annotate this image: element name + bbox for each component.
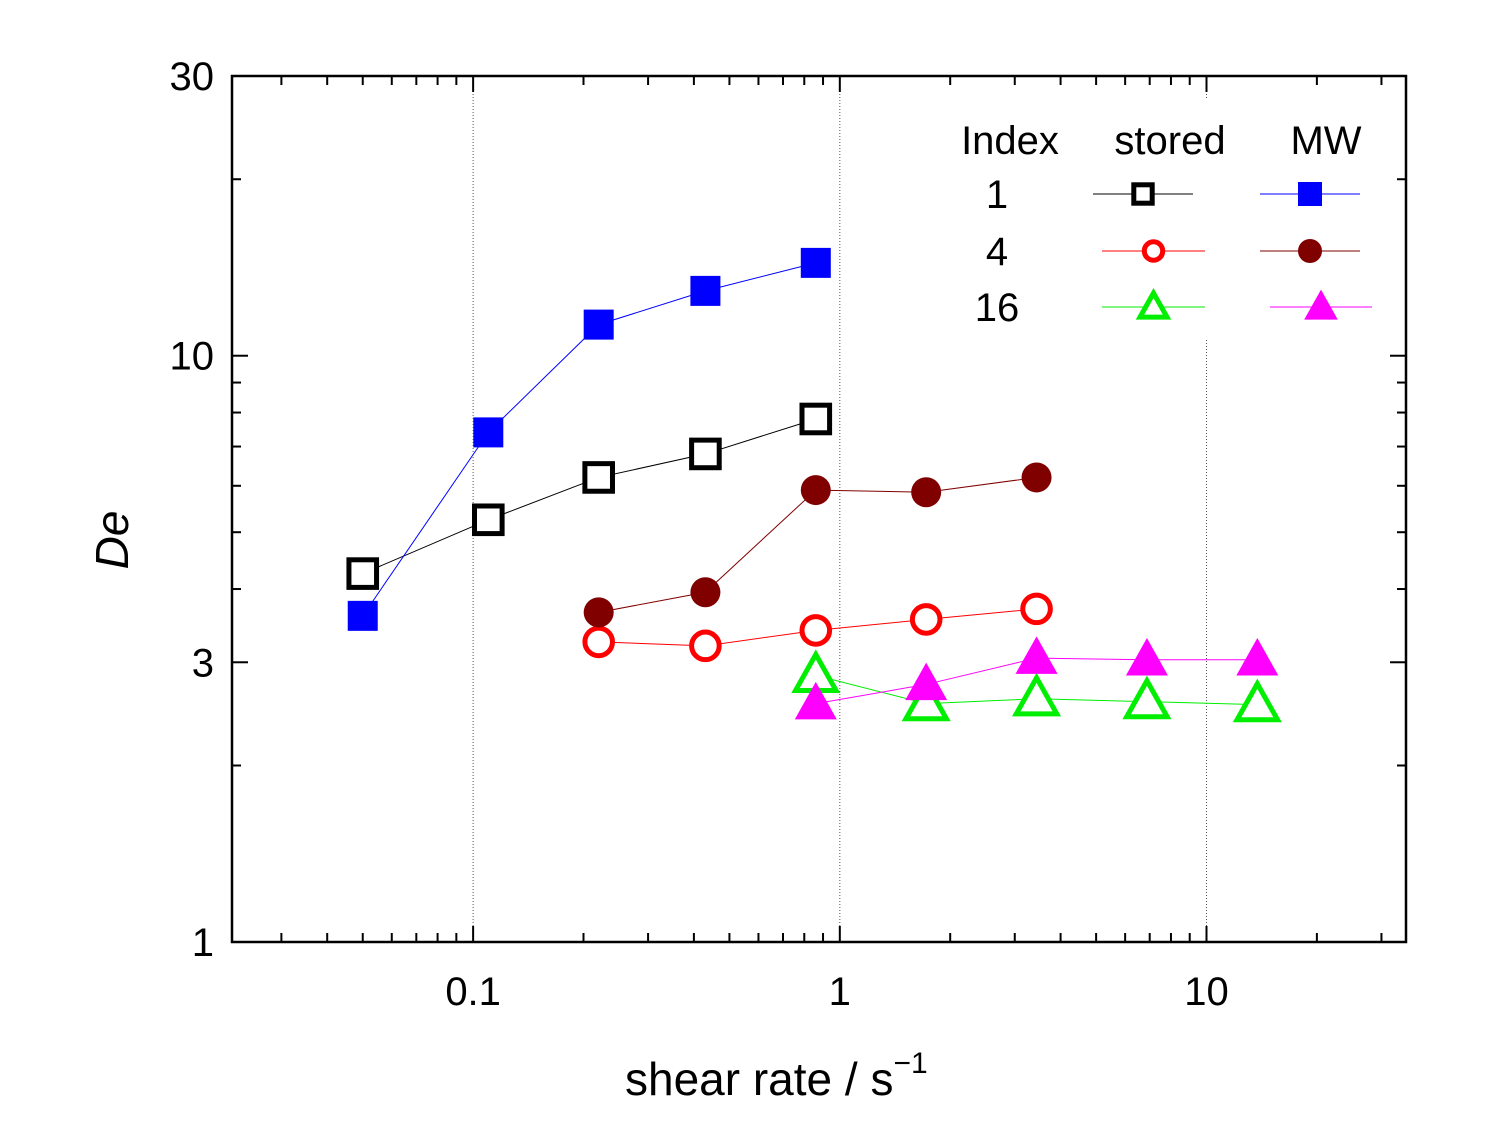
- series-4-stored: [582, 592, 1053, 663]
- plot-frame: [230, 74, 1408, 944]
- series-4-MW: [583, 462, 1052, 628]
- legend-marker: [1131, 182, 1155, 206]
- legend-header: Index: [961, 119, 1059, 163]
- y-tick-label: 1: [192, 921, 214, 965]
- x-tick-label: 0.1: [445, 970, 501, 1014]
- series-group: [346, 247, 1282, 723]
- y-tick-labels: 1 3 10 30: [170, 55, 215, 965]
- legend-marker: [1304, 289, 1338, 320]
- data-point: [1020, 592, 1053, 626]
- data-point: [901, 677, 951, 722]
- data-point: [1021, 462, 1052, 493]
- x-axis-title-main: shear rate / s: [625, 1053, 893, 1105]
- x-tick-labels: 0.1 1 10: [445, 970, 1228, 1014]
- y-axis-title: De: [86, 511, 138, 570]
- data-point: [799, 614, 833, 647]
- data-point: [690, 275, 721, 306]
- data-point: [800, 475, 831, 506]
- legend-marker: [1298, 182, 1322, 206]
- legend-header: stored: [1114, 119, 1225, 163]
- x-tick-label: 10: [1184, 970, 1229, 1014]
- y-tick-label: 10: [170, 335, 215, 379]
- data-point: [1125, 637, 1168, 676]
- y-tick-label: 30: [170, 55, 215, 99]
- x-tick-label: 1: [829, 970, 851, 1014]
- data-point: [689, 629, 722, 663]
- series-16-MW: [794, 636, 1279, 720]
- x-axis-title: shear rate / s−1: [625, 1047, 928, 1105]
- legend-marker: [1135, 287, 1172, 320]
- data-point: [582, 461, 615, 494]
- data-point: [800, 247, 831, 278]
- legend-marker: [1141, 239, 1166, 263]
- series-1-stored: [346, 402, 833, 590]
- legend-row-label: 4: [986, 230, 1008, 274]
- data-point: [1015, 636, 1058, 674]
- data-point: [1012, 672, 1062, 717]
- data-point: [689, 437, 722, 471]
- data-point: [1232, 678, 1282, 723]
- legend-header: MW: [1290, 119, 1361, 163]
- data-point: [911, 477, 942, 508]
- data-point: [583, 597, 614, 628]
- data-point: [583, 309, 614, 340]
- data-point: [794, 681, 837, 720]
- data-point: [347, 600, 378, 631]
- data-point: [346, 557, 380, 590]
- data-point: [1236, 637, 1279, 676]
- data-point: [472, 503, 505, 537]
- data-point: [1122, 675, 1172, 720]
- data-point: [473, 417, 504, 448]
- data-point: [690, 577, 721, 608]
- data-point: [909, 603, 943, 636]
- data-point: [905, 662, 948, 701]
- data-point: [582, 625, 615, 659]
- y-tick-label: 3: [192, 641, 214, 685]
- series-1-MW: [347, 247, 831, 631]
- x-axis-title-superscript: −1: [893, 1047, 927, 1080]
- data-point: [799, 402, 833, 436]
- legend-marker: [1298, 239, 1322, 263]
- legend-row-label: 16: [975, 286, 1020, 330]
- legend-row-label: 1: [986, 173, 1008, 217]
- legend: Index stored MW 1 4 16: [961, 119, 1372, 330]
